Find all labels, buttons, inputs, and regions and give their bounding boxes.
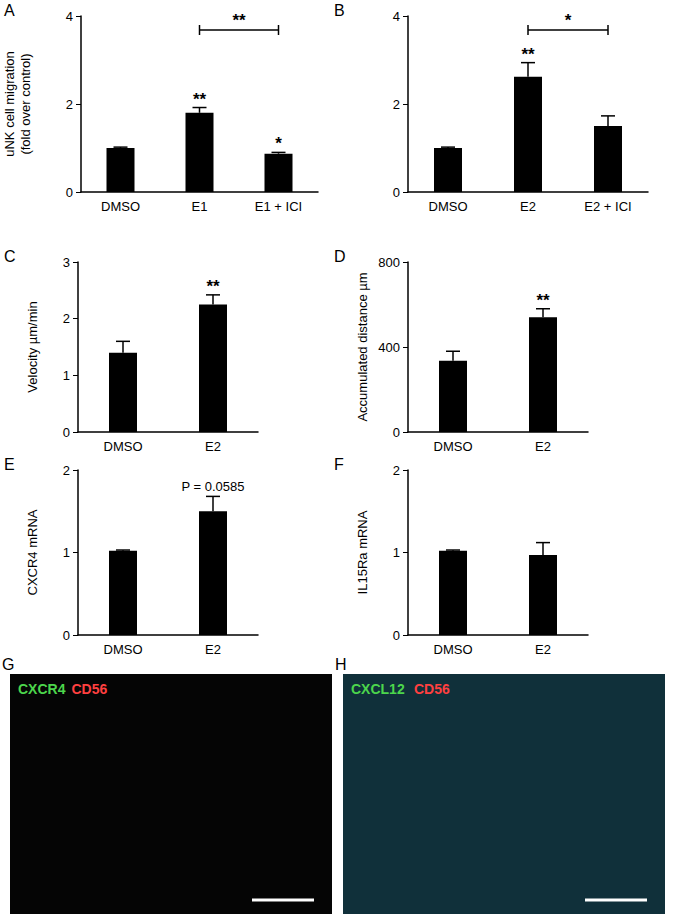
svg-text:2: 2 <box>63 463 70 478</box>
svg-text:G: G <box>2 656 14 673</box>
svg-text:0: 0 <box>393 628 400 643</box>
svg-text:Accumulated distance µm: Accumulated distance µm <box>355 272 370 421</box>
svg-text:CD56: CD56 <box>414 681 450 697</box>
svg-text:*: * <box>275 134 282 153</box>
svg-text:Velocity µm/min: Velocity µm/min <box>25 301 40 392</box>
svg-text:DMSO: DMSO <box>434 642 473 657</box>
svg-text:0: 0 <box>63 628 70 643</box>
svg-text:1: 1 <box>63 545 70 560</box>
svg-text:(fold over control): (fold over control) <box>18 53 33 154</box>
svg-text:**: ** <box>521 45 535 64</box>
svg-text:DMSO: DMSO <box>104 439 143 454</box>
svg-text:B: B <box>334 2 345 19</box>
svg-text:1: 1 <box>393 545 400 560</box>
svg-text:**: ** <box>232 11 246 30</box>
svg-text:E2: E2 <box>205 439 221 454</box>
svg-text:E1 + ICI: E1 + ICI <box>255 199 302 214</box>
svg-text:0: 0 <box>66 185 73 200</box>
svg-text:E2 + ICI: E2 + ICI <box>584 199 631 214</box>
svg-text:DMSO: DMSO <box>104 642 143 657</box>
svg-text:2: 2 <box>66 97 73 112</box>
svg-text:**: ** <box>206 277 220 296</box>
svg-text:E: E <box>4 456 15 473</box>
svg-text:0: 0 <box>63 425 70 440</box>
svg-text:0: 0 <box>393 185 400 200</box>
svg-text:A: A <box>4 2 15 19</box>
svg-text:CXCL12: CXCL12 <box>351 681 405 697</box>
svg-text:CXCR4 mRNA: CXCR4 mRNA <box>25 509 40 595</box>
svg-text:DMSO: DMSO <box>101 199 140 214</box>
svg-text:CXCR4: CXCR4 <box>18 681 66 697</box>
svg-text:2: 2 <box>393 463 400 478</box>
svg-text:D: D <box>334 248 346 265</box>
svg-text:DMSO: DMSO <box>434 439 473 454</box>
svg-text:2: 2 <box>63 311 70 326</box>
svg-text:C: C <box>4 248 16 265</box>
svg-text:H: H <box>335 656 347 673</box>
svg-text:2: 2 <box>393 97 400 112</box>
svg-text:3: 3 <box>63 255 70 270</box>
svg-text:**: ** <box>193 90 207 109</box>
svg-text:DMSO: DMSO <box>429 199 468 214</box>
svg-text:E1: E1 <box>192 199 208 214</box>
svg-text:0: 0 <box>393 425 400 440</box>
svg-text:E2: E2 <box>520 199 536 214</box>
svg-text:*: * <box>565 11 572 30</box>
svg-text:uNK cell migration: uNK cell migration <box>2 51 17 157</box>
svg-text:E2: E2 <box>535 439 551 454</box>
svg-text:4: 4 <box>66 9 73 24</box>
svg-text:P = 0.0585: P = 0.0585 <box>181 479 244 494</box>
svg-text:**: ** <box>536 291 550 310</box>
svg-text:IL15Ra mRNA: IL15Ra mRNA <box>355 510 370 594</box>
svg-text:E2: E2 <box>205 642 221 657</box>
svg-text:4: 4 <box>393 9 400 24</box>
svg-text:CD56: CD56 <box>72 681 108 697</box>
svg-text:E2: E2 <box>535 642 551 657</box>
svg-text:1: 1 <box>63 368 70 383</box>
svg-text:F: F <box>334 456 344 473</box>
svg-text:400: 400 <box>378 340 400 355</box>
svg-text:800: 800 <box>378 255 400 270</box>
